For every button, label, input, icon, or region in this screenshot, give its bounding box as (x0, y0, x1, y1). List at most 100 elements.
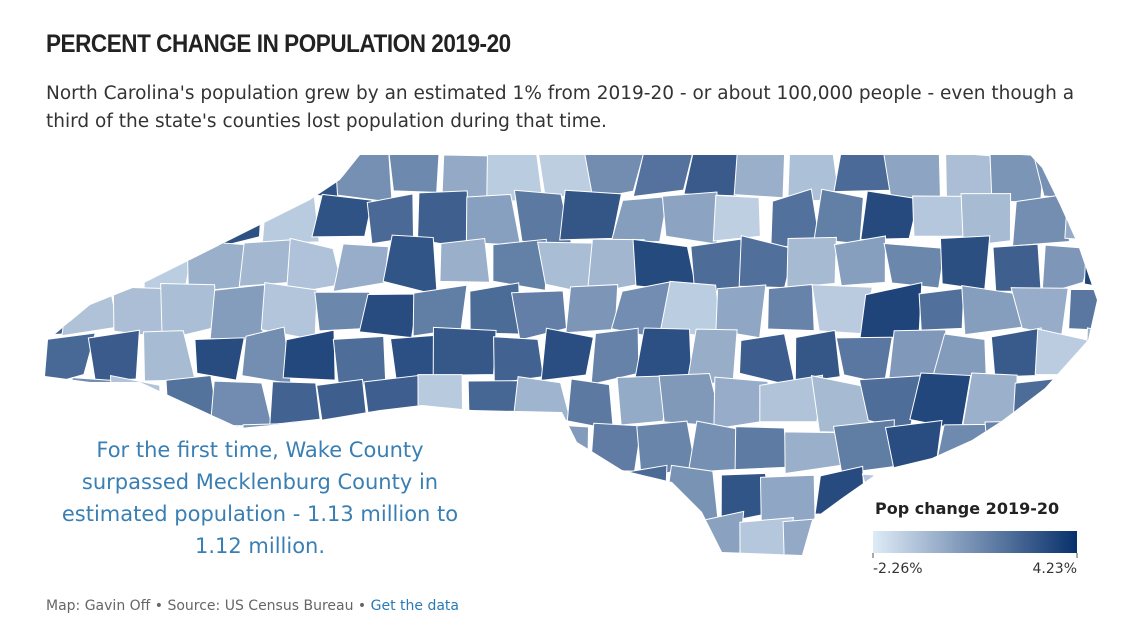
county (662, 464, 720, 525)
county (461, 465, 523, 515)
county (87, 329, 140, 383)
county (311, 193, 373, 238)
county (683, 155, 741, 197)
county (1082, 419, 1097, 477)
county (467, 380, 523, 434)
county (45, 475, 67, 525)
county (261, 191, 320, 245)
county (417, 374, 464, 434)
county (559, 189, 623, 241)
county (515, 469, 571, 524)
county (540, 327, 594, 382)
county (65, 377, 120, 431)
county (535, 423, 590, 480)
county (814, 465, 866, 515)
county (684, 510, 745, 555)
county (209, 193, 263, 248)
county (813, 188, 864, 245)
county (86, 155, 143, 193)
legend-bar (873, 531, 1077, 553)
county (45, 155, 91, 198)
county (610, 196, 669, 243)
county (584, 155, 647, 200)
county (363, 374, 420, 430)
county (960, 193, 1012, 247)
county (1067, 372, 1097, 430)
county (589, 422, 642, 472)
county (1033, 155, 1092, 201)
county (565, 284, 619, 334)
county (333, 155, 393, 203)
county (1012, 377, 1064, 427)
county (282, 329, 336, 381)
county (632, 155, 696, 198)
county (932, 423, 990, 480)
county (388, 155, 440, 193)
county (61, 282, 119, 337)
county (194, 337, 245, 381)
county (45, 282, 72, 337)
county (1034, 328, 1091, 376)
county (1068, 288, 1097, 332)
county (482, 510, 541, 555)
county (45, 332, 96, 386)
county (918, 287, 965, 331)
county (1091, 155, 1097, 204)
county (45, 191, 67, 250)
county (269, 381, 321, 426)
county (616, 375, 673, 426)
county (1011, 193, 1070, 247)
county (860, 190, 920, 241)
county (563, 465, 622, 519)
county (237, 155, 295, 193)
county (990, 327, 1042, 378)
county (45, 235, 94, 293)
county (469, 282, 522, 335)
county (1088, 510, 1097, 555)
county (734, 426, 789, 471)
county (739, 517, 794, 555)
county (638, 518, 696, 555)
county (332, 335, 387, 388)
county (566, 378, 614, 431)
county (1083, 235, 1097, 295)
title: PERCENT CHANGE IN POPULATION 2019-20 (46, 30, 511, 58)
county (786, 236, 837, 289)
county (285, 237, 343, 295)
legend-label: -2.26% (873, 561, 923, 577)
county (835, 336, 893, 385)
county (164, 188, 215, 246)
county (465, 193, 522, 246)
county (1061, 465, 1097, 525)
county (60, 197, 114, 249)
county (759, 474, 816, 525)
county (712, 194, 761, 242)
county (992, 243, 1042, 293)
county (1041, 244, 1094, 296)
county (784, 431, 844, 475)
data-link[interactable]: Get the data (370, 598, 459, 614)
subtitle: North Carolina's population grew by an e… (46, 83, 1075, 132)
county (833, 235, 886, 287)
county (284, 155, 345, 199)
county (492, 238, 547, 291)
county (733, 155, 786, 199)
county (882, 155, 942, 203)
county (794, 329, 841, 384)
county (1037, 421, 1087, 479)
county (1064, 194, 1097, 243)
county (110, 193, 168, 243)
county (45, 382, 72, 434)
credit: Map: Gavin Off • Source: US Census Burea… (46, 598, 367, 614)
county (332, 243, 390, 293)
county (584, 518, 641, 555)
county (611, 464, 668, 526)
county (382, 234, 438, 296)
footer: Map: Gavin Off • Source: US Census Burea… (46, 598, 459, 614)
county (110, 374, 162, 431)
county (939, 235, 991, 291)
county (884, 419, 943, 476)
county (82, 238, 144, 290)
county (984, 420, 1043, 473)
